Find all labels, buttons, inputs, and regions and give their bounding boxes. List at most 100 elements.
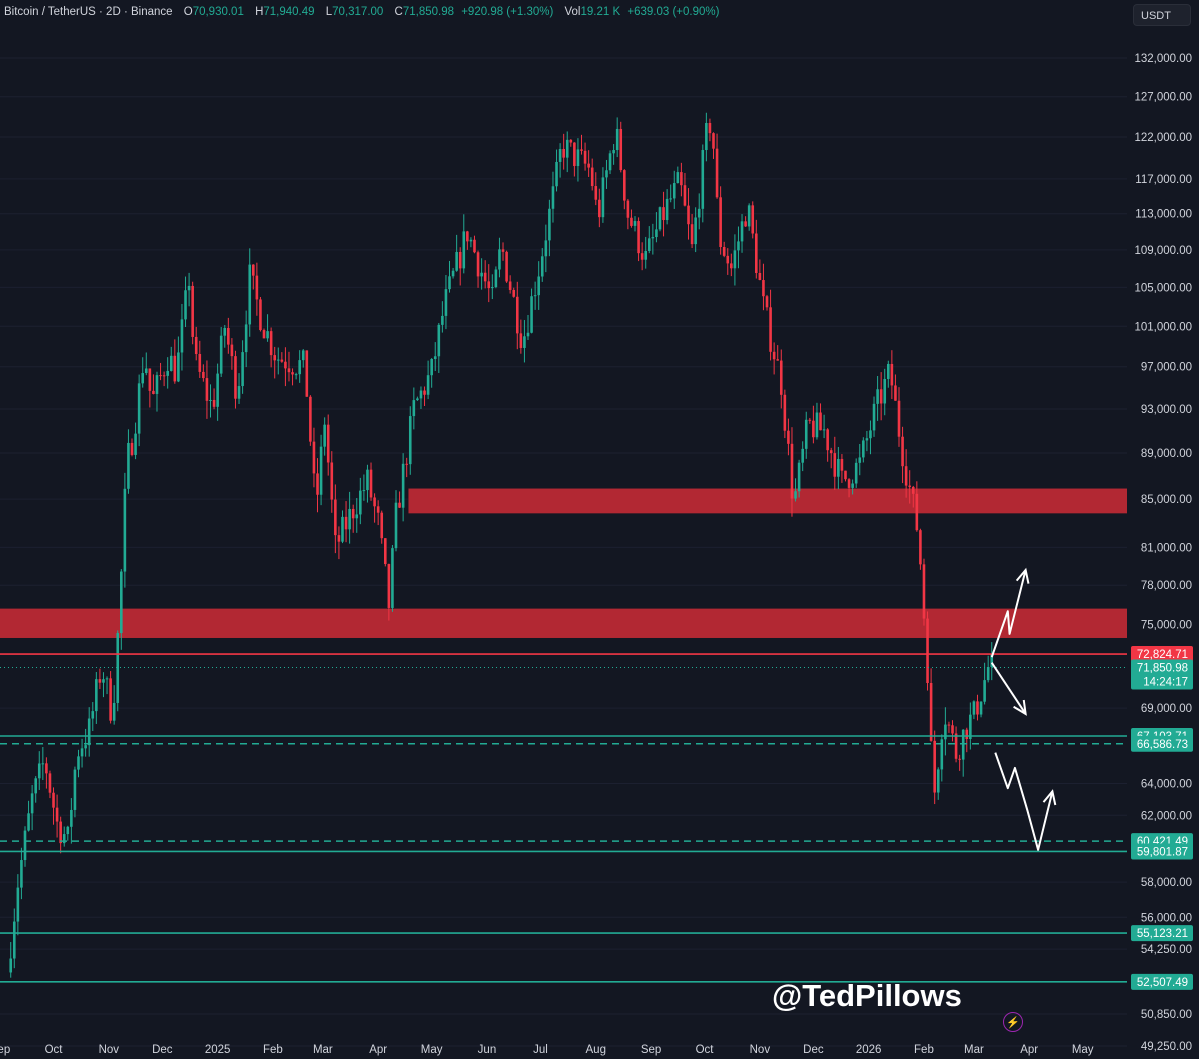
candle-body — [708, 122, 712, 134]
candle — [772, 342, 776, 375]
candle — [730, 253, 733, 277]
candle — [558, 143, 562, 178]
candle-body — [423, 390, 426, 395]
candle-body — [755, 233, 758, 273]
candle-body — [316, 473, 319, 495]
candle-body — [801, 448, 804, 463]
candle — [990, 642, 994, 681]
candle-body — [387, 564, 391, 608]
candle-body — [280, 359, 284, 362]
candle — [309, 395, 312, 446]
candle — [623, 169, 626, 210]
candle — [519, 319, 523, 354]
candle-body — [751, 205, 755, 234]
candle-body — [886, 363, 890, 379]
level-price-tag: 59,801.87 — [1137, 846, 1188, 858]
price-tick-label: 78,000.00 — [1141, 580, 1192, 592]
candle-body — [469, 239, 473, 242]
candle-body — [37, 763, 41, 779]
candle — [252, 264, 255, 290]
candle — [911, 485, 915, 508]
candle-body — [252, 264, 255, 276]
time-axis[interactable]: Sep Oct Nov Dec 2025 Feb Mar Apr May Jun Jul Aug Sep… — [0, 1044, 1094, 1056]
candle — [59, 816, 62, 854]
currency-button[interactable]: USDT — [1133, 4, 1191, 26]
candle-body — [98, 679, 102, 683]
candle-body — [273, 355, 277, 361]
candle — [45, 757, 48, 789]
candle-body — [45, 763, 48, 774]
candle-body — [202, 371, 205, 379]
candle — [416, 396, 419, 401]
candle — [865, 430, 869, 452]
candle — [712, 132, 715, 159]
supply-zones — [0, 488, 1127, 638]
candle — [423, 386, 426, 407]
symbol-title[interactable]: Bitcoin / TetherUS · 2D · Binance — [4, 6, 173, 18]
candle — [894, 374, 897, 401]
candle-body — [30, 793, 34, 814]
time-tick-label: Dec — [803, 1044, 824, 1056]
candle — [722, 241, 726, 258]
candle-body — [523, 336, 526, 348]
candle-body — [879, 389, 883, 404]
candle-body — [62, 834, 66, 844]
candle-body — [929, 682, 933, 741]
price-axis[interactable]: 132,000.00 127,000.00 122,000.00 117,000.00… — [1127, 0, 1199, 1059]
candle-body — [348, 508, 351, 530]
candle-body — [562, 148, 565, 158]
candle-body — [284, 361, 287, 369]
candle — [498, 237, 501, 278]
candle-body — [576, 149, 580, 167]
candle — [840, 454, 844, 483]
candle-body — [697, 208, 701, 218]
candle — [159, 362, 162, 381]
candle — [719, 186, 722, 255]
candle — [105, 676, 109, 695]
candle — [565, 131, 569, 173]
candle-body — [901, 436, 904, 467]
candle-body — [152, 390, 155, 394]
candle — [405, 457, 408, 478]
candle — [929, 668, 933, 742]
candle — [77, 749, 80, 778]
candle-body — [623, 170, 626, 201]
candle-body — [826, 429, 829, 451]
open-label: O — [183, 6, 193, 18]
candle — [312, 427, 316, 488]
candle-body — [655, 229, 658, 238]
candle — [651, 223, 655, 255]
candle-body — [569, 139, 573, 143]
candle-body — [665, 198, 669, 221]
candle — [187, 272, 191, 307]
candle — [191, 281, 194, 345]
candle — [287, 351, 291, 382]
candle-body — [683, 185, 687, 206]
candle — [819, 403, 822, 431]
candle-body — [737, 241, 740, 251]
candle-body — [262, 330, 266, 339]
candle — [954, 726, 958, 763]
horizontal-levels[interactable] — [0, 653, 1127, 983]
candle — [694, 207, 697, 253]
time-tick-label: Jul — [533, 1044, 548, 1056]
lightning-icon[interactable]: ⚡ — [1003, 1012, 1023, 1032]
candle-body — [908, 485, 912, 487]
arrow-head — [1013, 699, 1027, 716]
candle — [216, 363, 219, 421]
candle — [751, 201, 755, 239]
candle-body — [808, 419, 812, 421]
candle-body — [66, 826, 70, 835]
candle — [87, 707, 91, 757]
candle — [790, 427, 794, 517]
candle — [366, 464, 369, 503]
candle — [241, 340, 244, 394]
candle-body — [230, 344, 234, 357]
candle-body — [961, 729, 965, 760]
candle — [41, 747, 45, 781]
candle — [444, 274, 448, 330]
candle-body — [772, 351, 776, 360]
candle-body — [555, 161, 558, 187]
candle-body — [187, 285, 191, 291]
